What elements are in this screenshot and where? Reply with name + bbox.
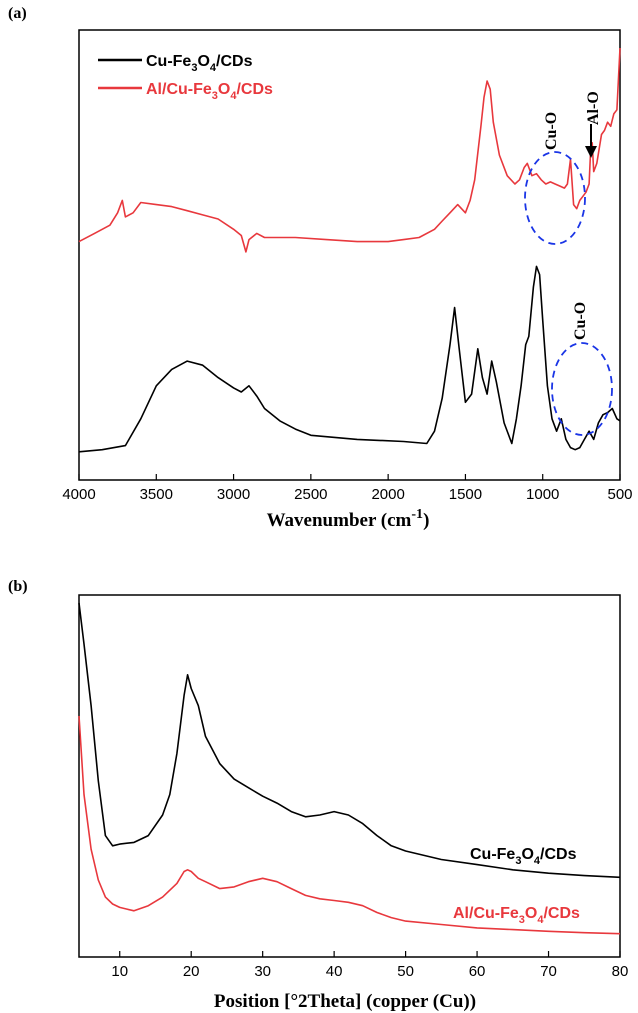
xrd-x-axis-title: Position [°2Theta] (copper (Cu)) (214, 991, 476, 1012)
xrd-x-tick-label: 80 (612, 963, 629, 980)
cu-o-ellipse-lower (551, 342, 613, 436)
xrd-x-tick-label: 40 (326, 963, 343, 980)
ftir-x-tick-label: 1000 (526, 486, 559, 503)
xrd-series-line-al (78, 715, 621, 935)
ftir-x-tick-label: 4000 (62, 486, 95, 503)
panel-b-label: (b) (8, 578, 28, 595)
ftir-panel: 4000 3500 3000 2500 2000 1500 1000 500 Cu-Fe3O4… (62, 29, 633, 531)
al-o-arrowhead-icon (585, 146, 597, 158)
ftir-x-tick-label: 2500 (294, 486, 327, 503)
ftir-x-tick-label: 3000 (217, 486, 250, 503)
xrd-x-tick-label: 30 (254, 963, 271, 980)
ftir-x-tick-label: 2000 (371, 486, 404, 503)
ftir-x-axis-title: Wavenumber (cm-1) (267, 507, 430, 531)
xrd-x-ticks: 10 20 30 40 50 60 70 80 (111, 951, 628, 980)
panel-a-label: (a) (8, 5, 27, 22)
ftir-x-tick-label: 500 (607, 486, 632, 503)
xrd-label-al: Al/Cu-Fe3O4/CDs (453, 905, 580, 926)
ftir-series-line-al (78, 47, 621, 253)
ftir-x-tick-label: 1500 (449, 486, 482, 503)
xrd-x-tick-label: 10 (111, 963, 128, 980)
xrd-x-tick-label: 20 (183, 963, 200, 980)
ftir-legend: Cu-Fe3O4/CDs Al/Cu-Fe3O4/CDs (98, 53, 273, 102)
legend-label-al: Al/Cu-Fe3O4/CDs (146, 81, 273, 102)
legend-label-cu: Cu-Fe3O4/CDs (146, 53, 253, 74)
xrd-x-tick-label: 50 (397, 963, 414, 980)
cu-o-ellipse-upper (524, 151, 586, 245)
cu-o-label-lower: Cu-O (572, 302, 589, 340)
xrd-series-line-cu (78, 602, 621, 879)
xrd-panel: 10 20 30 40 50 60 70 80 Cu-Fe3O4/CDs Al/Cu-Fe3O… (78, 594, 628, 1012)
xrd-label-cu: Cu-Fe3O4/CDs (470, 846, 577, 867)
xrd-plot-frame (78, 594, 621, 958)
xrd-x-tick-label: 70 (540, 963, 557, 980)
xrd-series (78, 602, 621, 935)
ftir-series (78, 47, 621, 453)
ftir-x-tick-label: 3500 (140, 486, 173, 503)
xrd-x-tick-label: 60 (469, 963, 486, 980)
al-o-label: Al-O (585, 91, 602, 125)
cu-o-label-upper: Cu-O (543, 112, 560, 150)
ftir-x-ticks: 4000 3500 3000 2500 2000 1500 1000 500 (62, 474, 633, 503)
ftir-series-line-cu (78, 265, 621, 453)
ftir-plot-frame (78, 29, 621, 481)
